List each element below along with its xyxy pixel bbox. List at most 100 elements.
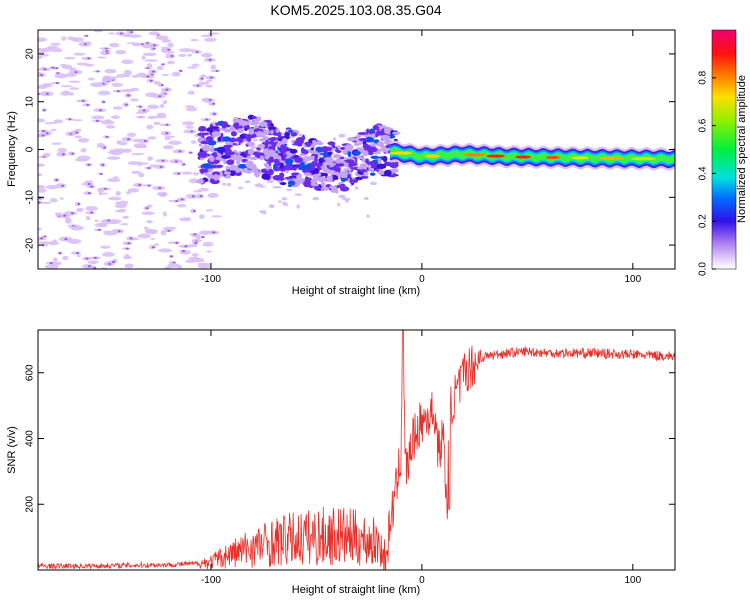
spectrogram-speckle-core [212,112,216,115]
spectrogram-speckle [70,225,84,231]
spectrogram-speckle [141,55,146,61]
spectrogram-speckle [38,227,42,231]
spectrogram-speckle [178,53,187,58]
spectrogram-speckle-core [152,47,156,50]
spectrogram-cluster-blob [304,141,311,146]
spectrogram-cluster-blob [200,132,210,136]
spectrogram-speckle [157,248,172,253]
spectrogram-cluster-blob [355,176,363,181]
spectrogram-cluster-blob [342,168,352,172]
spectrogram-speckle [206,250,212,253]
spectrogram-speckle-core [112,260,116,263]
spectrogram-speckle [181,171,193,175]
spectrogram-cluster-blob [338,173,348,179]
spectrogram-speckle [133,143,147,149]
colorbar-tick-label: 0.6 [698,118,709,132]
spectrogram-cluster-blob [232,117,240,124]
snr-x-tick-label: 0 [419,575,425,586]
spectrogram-speckle [266,179,274,184]
spectrogram-speckle-core [161,159,165,162]
spectrogram-cluster-blob [320,181,326,187]
spectrogram-speckle-core [174,160,178,163]
spectrogram-hotspot [599,156,624,160]
spectrogram-cluster-blob [256,152,266,156]
spectrogram-cluster-blob [342,148,350,156]
spectrogram-hotspot [463,153,486,157]
spectrogram-speckle [369,181,378,186]
colorbar-tick-label: 0.8 [698,70,709,84]
spectrogram-cluster-blob [222,136,231,142]
spectrogram-speckle [38,72,43,75]
spectrogram-cluster-blob [223,144,233,148]
spectrogram-cluster-blob [242,158,246,163]
spectrogram-cluster-blob [216,146,226,154]
spectrogram-speckle [94,223,105,227]
spectrogram-speckle-core [151,246,155,249]
spectrogram-cluster-blob [370,155,380,159]
spectrogram-speckle-core [116,90,120,93]
spectrogram-speckle-core [147,167,151,170]
spectrogram-speckle [204,84,214,88]
spectrogram-speckle-core [125,247,129,250]
spectrogram-cluster-blob [361,175,369,179]
spectrogram-speckle-core [182,163,186,166]
spectrogram-speckle [38,163,46,167]
spectrogram-speckle [147,136,157,140]
spectrogram-speckle [38,184,46,189]
spectrogram-speckle [131,170,141,175]
spectrogram-cluster-blob [255,130,264,138]
spectrogram-speckle [38,118,46,123]
spectrogram-y-tick-label: 0 [25,146,36,152]
spectrogram-speckle-core [42,109,46,112]
spectrogram-speckle-core [61,184,65,187]
spectrogram-speckle-core [68,118,72,121]
spectrogram-cluster-blob [197,151,207,158]
spectrogram-speckle [52,239,57,244]
spectrogram-speckle-core [41,129,45,132]
spectrogram-speckle [185,106,198,112]
spectrogram-speckle-core [147,184,151,187]
spectrogram-speckle-core [208,99,212,102]
spectrogram-cluster-blob [380,135,385,140]
spectrogram-speckle-core [193,210,197,213]
spectrogram-hotspot [571,156,589,160]
spectrogram-speckle [146,63,153,69]
spectrogram-cluster-blob [368,167,375,172]
spectrogram-speckle [93,30,104,33]
spectrogram-x-label: Height of straight line (km) [292,285,420,297]
spectrogram-cluster-blob [204,172,209,176]
spectrogram-cluster-blob [355,135,360,143]
spectrogram-speckle [107,178,121,183]
spectrogram-cluster-blob [206,127,214,133]
spectrogram-speckle [281,197,288,201]
spectrogram-cluster-blob [235,167,241,174]
spectrogram-speckle [64,56,76,60]
spectrogram-speckle [167,60,175,65]
colorbar-tick-label: 0.4 [698,166,709,180]
spectrogram-cluster-blob [274,160,281,167]
spectrogram-speckle [222,182,226,186]
spectrogram-speckle-core [96,119,100,122]
spectrogram-speckle [342,197,351,201]
spectrogram-cluster-blob [335,187,339,194]
spectrogram-speckle [164,135,176,138]
spectrogram-speckle [94,219,99,222]
spectrogram-speckle [259,210,267,214]
spectrogram-cluster-blob [248,128,255,135]
spectrogram-speckle-core [87,183,91,186]
spectrogram-speckle-core [138,105,142,108]
spectrogram-speckle [108,196,122,201]
spectrogram-speckle [207,192,219,198]
spectrogram-speckle [109,42,120,48]
spectrogram-cluster-blob [251,166,259,174]
spectrogram-speckle-core [146,75,150,78]
spectrogram-speckle-core [159,165,163,168]
spectrogram-cluster-blob [225,165,229,170]
spectrogram-speckle-core [165,123,169,126]
spectrogram-speckle [38,173,43,177]
spectrogram-speckle-core [119,32,123,35]
spectrogram-speckle [244,180,251,184]
spectrogram-hotspot [631,157,656,161]
colorbar-ticks: 0.0 0.2 0.4 0.6 0.8 [698,70,716,276]
snr-y-tick-label: 600 [25,364,36,381]
